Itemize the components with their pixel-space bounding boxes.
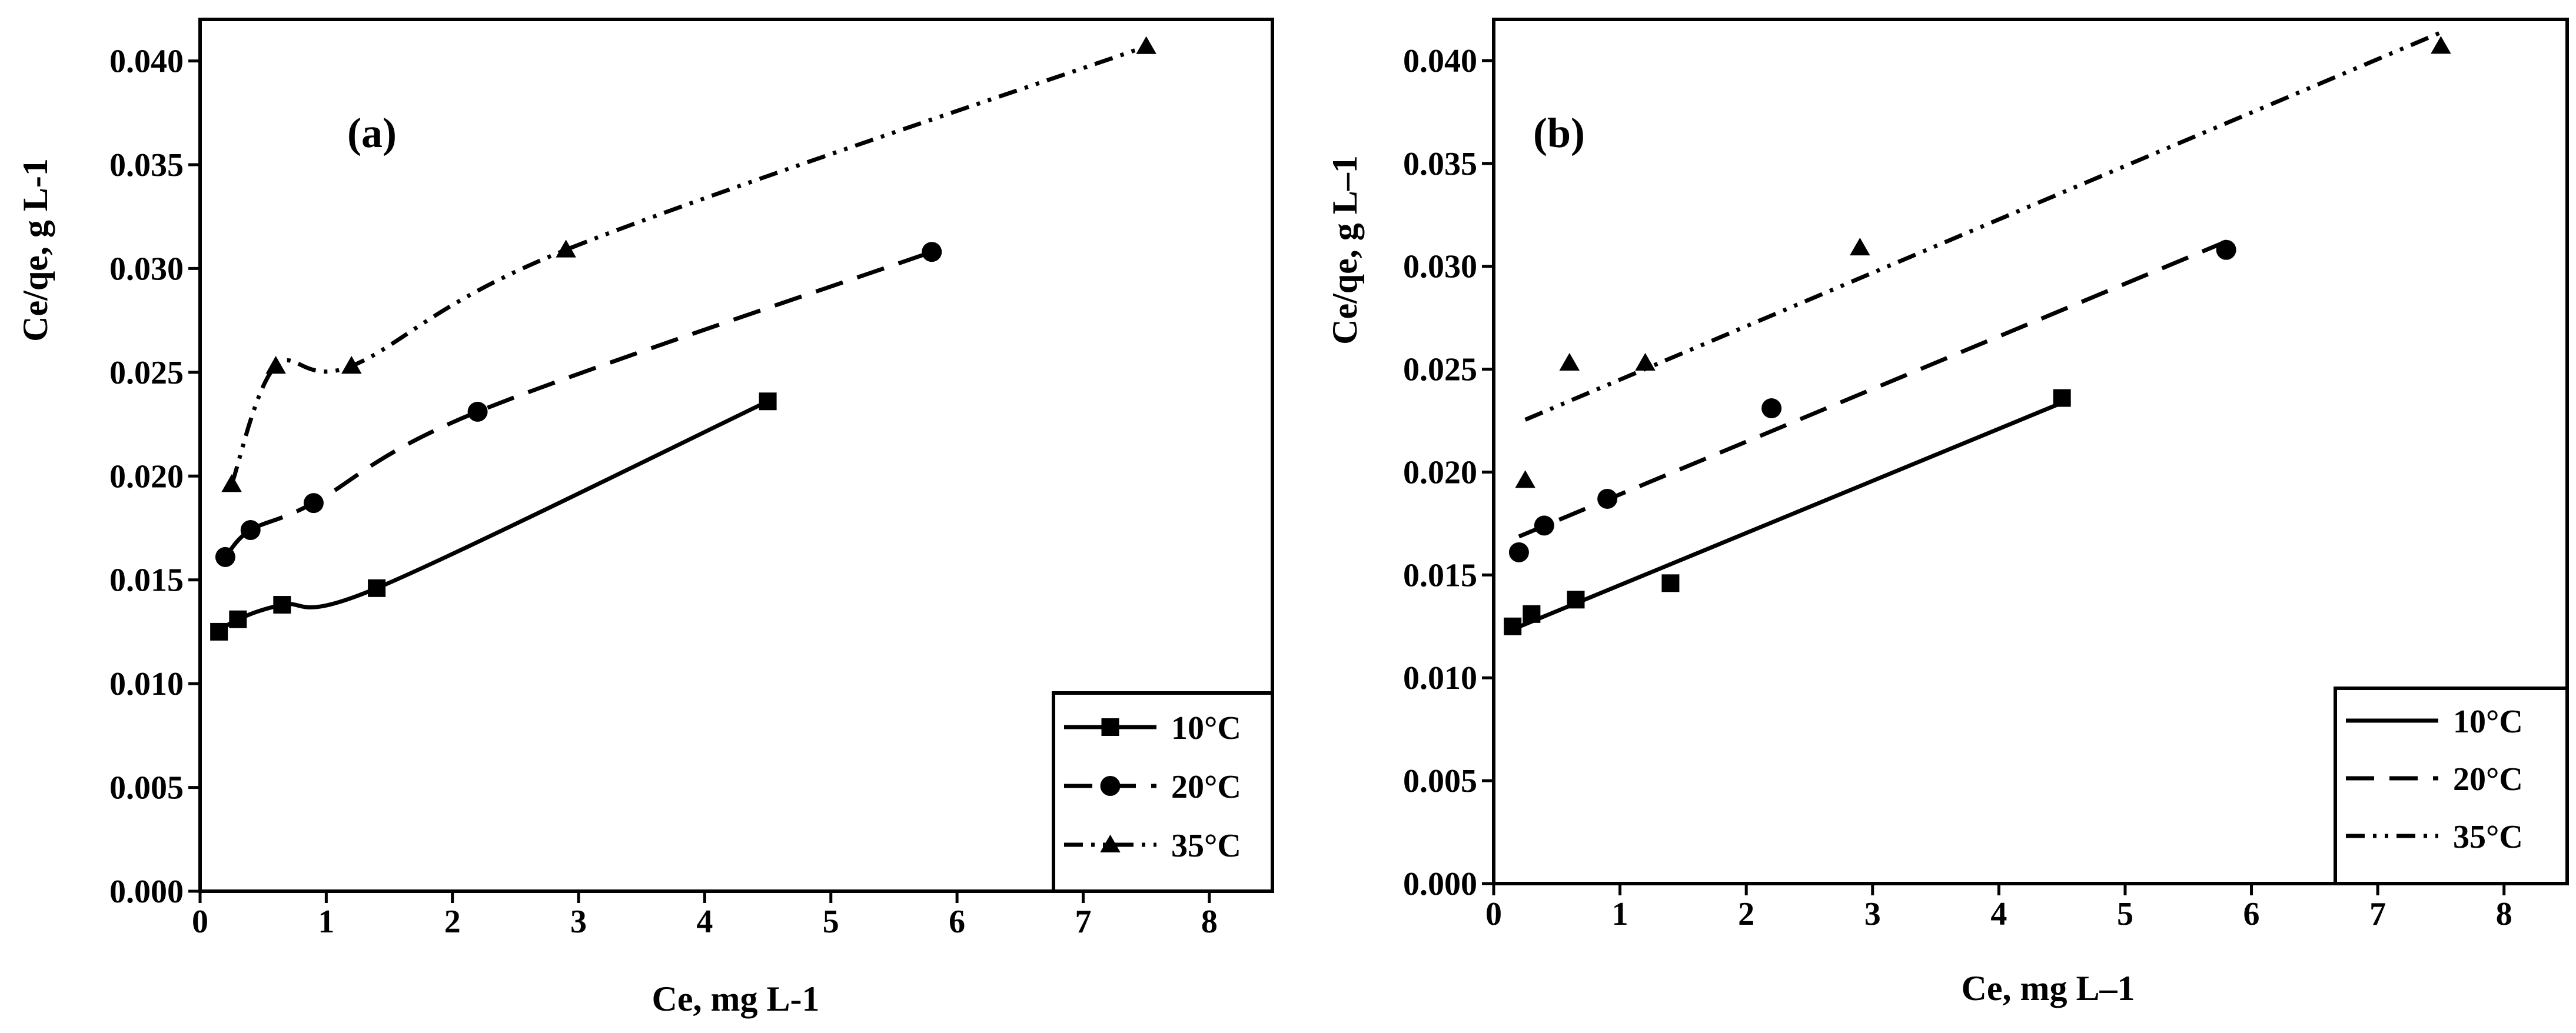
panel-b-data-point-triangle (1635, 352, 1656, 371)
panel-a-legend-marker-circle (1100, 776, 1121, 796)
panel-b-data-point-square (1567, 591, 1585, 609)
panel-b-data-point-circle (2216, 239, 2236, 260)
panel-b-data-point-square (1661, 574, 1680, 592)
panel-b-y-tick-label: 0.015 (1403, 557, 1477, 594)
panel-a-data-point-triangle (1136, 36, 1156, 54)
panel-b-x-axis-title: Ce, mg L–1 (1962, 969, 2135, 1008)
panel-a-legend-label: 10°C (1171, 710, 1241, 747)
panel-b-data-point-triangle (1559, 352, 1580, 371)
panel-b-legend-label: 20°C (2453, 761, 2523, 798)
panel-b-x-tick-label: 7 (2369, 896, 2386, 932)
chart-panel-a: 0 1 2 3 4 5 6 7 8 0.000 0.005 0.010 0.015 0.020 0.025 0… (109, 18, 1274, 940)
panel-b-data-point-square (1523, 605, 1541, 623)
panel-b-data-point-triangle (2431, 36, 2451, 54)
panel-a-y-tick-label: 0.010 (109, 666, 184, 702)
panel-a-x-tick-label: 0 (192, 904, 208, 940)
panel-a-series-line-35°C (230, 44, 1147, 485)
panel-b-plot-frame (1492, 18, 2569, 885)
panel-b-legend-label: 10°C (2453, 704, 2523, 740)
panel-a-data-point-triangle (341, 356, 362, 374)
panel-a-y-tick-label: 0.020 (109, 458, 184, 495)
panel-a-y-tick-label: 0.005 (109, 770, 184, 807)
panel-a-plot-frame (198, 18, 1274, 893)
panel-b-y-axis-title: Ce/qe, g L–1 (1325, 155, 1364, 345)
panel-a-y-tick-label: 0.035 (109, 147, 184, 184)
panel-b-x-tick-label: 2 (1738, 896, 1754, 932)
panel-b-data-point-square (2053, 389, 2071, 407)
panel-a-y-tick-label: 0.000 (109, 874, 184, 910)
panel-b-x-tick-label: 8 (2496, 896, 2512, 932)
panel-a-data-point-circle (467, 401, 488, 422)
panel-b-y-tick-label: 0.020 (1403, 454, 1477, 491)
panel-a-x-tick-label: 5 (823, 904, 839, 940)
panel-a-legend-label: 35°C (1171, 828, 1241, 864)
panel-a-data-point-square (210, 622, 228, 641)
panel-a-x-tick-label: 8 (1201, 904, 1218, 940)
panel-a-x-tick-label: 2 (444, 904, 461, 940)
panel-b-y-tick-label: 0.025 (1403, 352, 1477, 388)
panel-a-y-axis-title: Ce/qe, g L-1 (16, 158, 55, 342)
panel-a-y-tick-label: 0.025 (109, 355, 184, 391)
panel-b-y-tick-label: 0.030 (1403, 249, 1477, 285)
panel-a-legend-marker-triangle (1100, 834, 1121, 852)
panel-a-data-point-circle (303, 493, 324, 514)
panel-b-x-tick-label: 3 (1864, 896, 1881, 932)
panel-b-y-tick-label: 0.000 (1403, 866, 1477, 902)
panel-a-x-tick-label: 1 (318, 904, 334, 940)
panel-b-series-line-35°C (1524, 30, 2442, 422)
panel-b-data-point-circle (1508, 542, 1529, 562)
panel-a-data-point-square (229, 610, 247, 628)
panel-a-y-tick-label: 0.040 (109, 44, 184, 80)
panel-a-data-point-triangle (556, 239, 576, 258)
panel-b-y-tick-label: 0.035 (1403, 146, 1477, 182)
panel-b-x-tick-label: 4 (1990, 896, 2007, 932)
panel-b-y-tick-label: 0.040 (1403, 43, 1477, 79)
panel-b-legend-label: 35°C (2453, 819, 2523, 855)
panel-b-y-tick-label: 0.005 (1403, 763, 1477, 799)
panel-a-data-point-triangle (265, 356, 286, 374)
panel-b-x-tick-label: 6 (2243, 896, 2260, 932)
panel-a-x-axis-title: Ce, mg L-1 (652, 979, 820, 1018)
panel-a-legend-marker-square (1101, 718, 1119, 736)
panel-b-data-point-triangle (1515, 470, 1535, 488)
panel-b-data-point-triangle (1850, 237, 1870, 256)
panel-b-x-tick-label: 0 (1485, 896, 1502, 932)
panel-b-x-tick-label: 5 (2117, 896, 2133, 932)
panel-b-x-tick-label: 1 (1612, 896, 1628, 932)
panel-b-label: (b) (1533, 109, 1585, 156)
panel-b-data-point-square (1504, 617, 1522, 635)
panel-a-data-point-circle (240, 520, 261, 541)
panel-a-x-tick-label: 6 (949, 904, 965, 940)
panel-a-data-point-triangle (221, 474, 242, 492)
panel-a-legend-label: 20°C (1171, 769, 1241, 805)
chart-panel-b: 0 1 2 3 4 5 6 7 8 0.000 0.005 0.010 0.015 0.020 0.025 0… (1403, 18, 2569, 932)
panel-a-y-tick-label: 0.030 (109, 251, 184, 287)
panel-a-label: (a) (347, 109, 397, 156)
panel-b-data-point-circle (1761, 398, 1782, 419)
panel-a-x-tick-label: 3 (570, 904, 587, 940)
panel-a-data-point-square (273, 596, 291, 614)
panel-a-x-tick-label: 7 (1075, 904, 1091, 940)
panel-a-data-point-circle (922, 242, 942, 262)
panel-b-legend-box (2334, 687, 2569, 885)
panel-b-series-line-10°C (1511, 401, 2063, 632)
panel-a-x-tick-label: 4 (696, 904, 713, 940)
panel-b-data-point-circle (1534, 515, 1554, 536)
panel-a-y-tick-label: 0.015 (109, 562, 184, 599)
panel-b-data-point-circle (1597, 488, 1618, 509)
panel-b-y-tick-label: 0.010 (1403, 660, 1477, 697)
panel-a-data-point-square (368, 579, 386, 597)
panel-a-data-point-square (759, 392, 777, 411)
panel-a-data-point-circle (215, 547, 235, 567)
